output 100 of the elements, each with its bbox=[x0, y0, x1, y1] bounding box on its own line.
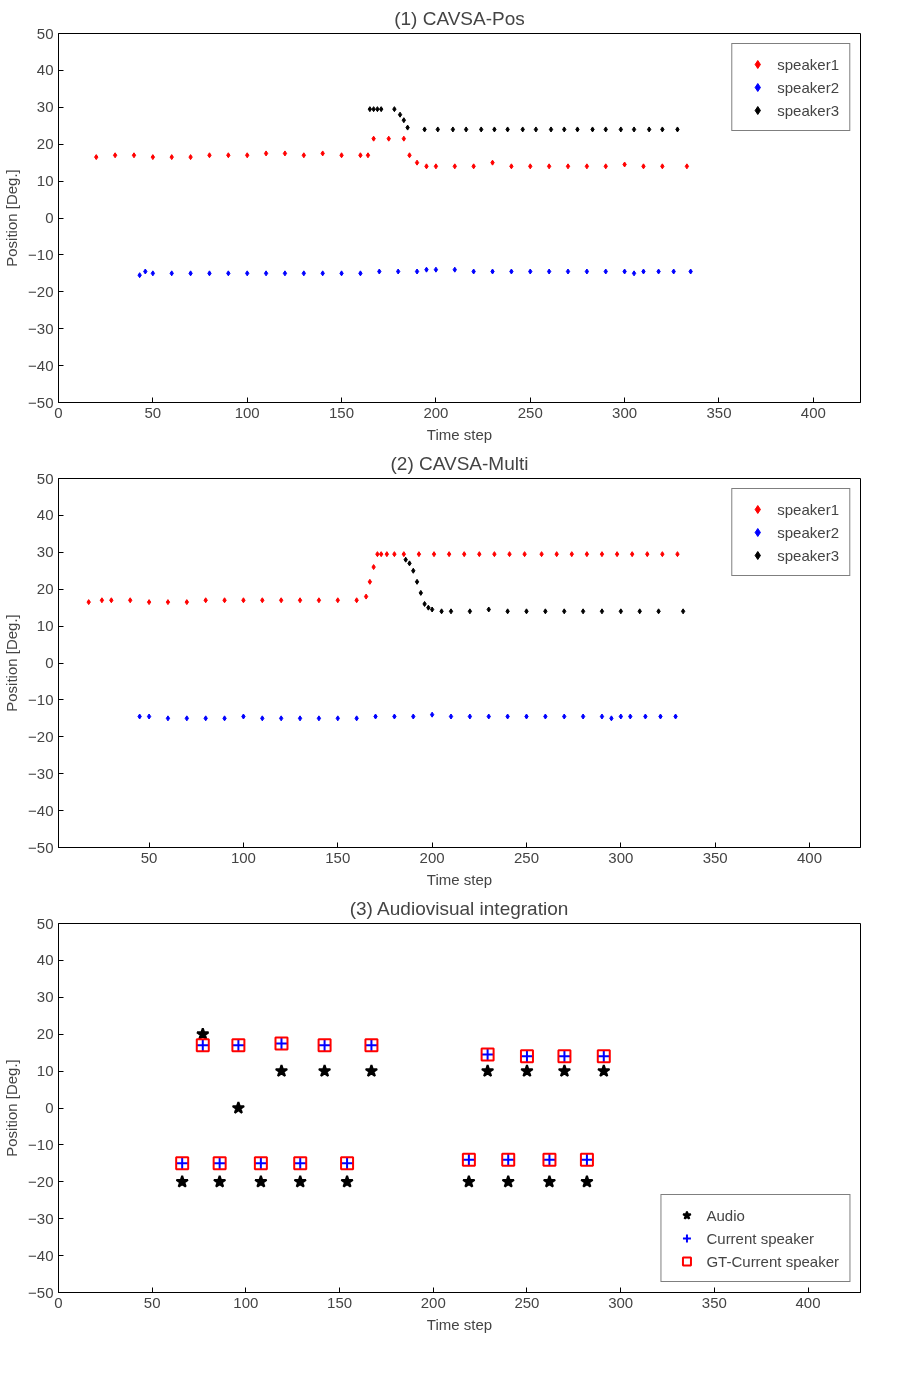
point bbox=[392, 106, 397, 113]
point bbox=[165, 599, 171, 606]
point bbox=[169, 270, 174, 277]
point bbox=[241, 597, 246, 604]
point bbox=[358, 270, 363, 277]
chart-title: (1) CAVSA-Pos bbox=[394, 7, 525, 29]
point bbox=[507, 551, 512, 558]
point bbox=[94, 154, 99, 161]
y-tick-label: 40 bbox=[36, 951, 54, 969]
point bbox=[212, 1174, 227, 1188]
point bbox=[335, 597, 340, 604]
point bbox=[524, 713, 529, 720]
y-tick-label: 0 bbox=[45, 1099, 54, 1116]
point bbox=[411, 713, 416, 720]
point bbox=[675, 551, 680, 558]
point bbox=[467, 608, 473, 615]
point bbox=[509, 163, 514, 170]
point bbox=[392, 713, 397, 720]
y-tick-label: 0 bbox=[45, 209, 54, 226]
x-tick-label: 100 bbox=[234, 403, 260, 421]
point bbox=[630, 551, 635, 558]
point bbox=[448, 608, 454, 615]
point bbox=[490, 159, 495, 166]
x-tick-label: 150 bbox=[325, 848, 351, 866]
point bbox=[301, 270, 306, 277]
x-axis-title: Time step bbox=[426, 425, 493, 443]
point bbox=[492, 126, 497, 133]
point bbox=[422, 600, 427, 607]
y-tick-label: 30 bbox=[36, 988, 54, 1006]
point bbox=[452, 163, 457, 170]
point bbox=[392, 551, 397, 558]
point bbox=[203, 597, 208, 604]
point bbox=[562, 126, 567, 133]
point bbox=[680, 608, 686, 615]
point bbox=[580, 1174, 594, 1188]
point bbox=[580, 713, 586, 720]
x-tick-label: 350 bbox=[701, 1293, 727, 1311]
x-tick-label: 100 bbox=[230, 848, 256, 866]
point bbox=[354, 597, 359, 604]
x-tick-label: 400 bbox=[797, 848, 823, 866]
x-tick-label: 300 bbox=[608, 848, 634, 866]
point bbox=[396, 268, 401, 275]
point bbox=[222, 715, 227, 722]
point bbox=[584, 551, 590, 558]
point bbox=[557, 1064, 572, 1077]
point bbox=[203, 715, 208, 722]
point bbox=[279, 715, 284, 722]
legend-label: GT-Current speaker bbox=[706, 1252, 839, 1270]
legend-label: speaker3 bbox=[777, 546, 839, 564]
point bbox=[433, 163, 439, 170]
point bbox=[446, 551, 452, 558]
point bbox=[431, 551, 437, 558]
point bbox=[439, 608, 444, 615]
legend-label: speaker2 bbox=[777, 523, 839, 541]
y-tick-label: −40 bbox=[28, 1246, 54, 1264]
y-tick-label: 40 bbox=[36, 506, 54, 524]
point bbox=[245, 270, 250, 277]
point bbox=[407, 152, 412, 159]
x-axis-title: Time step bbox=[426, 1315, 493, 1333]
point bbox=[263, 150, 269, 157]
point bbox=[543, 608, 548, 615]
legend-label: speaker1 bbox=[777, 55, 839, 73]
y-tick-label: 20 bbox=[36, 580, 54, 598]
x-tick-label: 350 bbox=[702, 848, 728, 866]
point bbox=[363, 593, 369, 600]
y-tick-label: −30 bbox=[28, 1209, 54, 1227]
point bbox=[128, 597, 133, 604]
x-tick-label: 250 bbox=[513, 848, 540, 866]
point bbox=[335, 715, 340, 722]
y-tick-label: −30 bbox=[28, 764, 54, 782]
x-tick-label: 200 bbox=[423, 403, 449, 421]
x-tick-label: 200 bbox=[420, 1293, 446, 1311]
point bbox=[426, 604, 431, 611]
point bbox=[584, 268, 590, 275]
point bbox=[528, 268, 533, 275]
point bbox=[462, 551, 467, 558]
point bbox=[554, 551, 559, 558]
y-tick-label: 50 bbox=[36, 24, 54, 42]
point bbox=[377, 268, 382, 275]
point bbox=[397, 111, 403, 118]
point bbox=[656, 268, 661, 275]
point bbox=[297, 715, 303, 722]
point bbox=[660, 551, 665, 558]
point bbox=[584, 163, 590, 170]
legend-label: Audio bbox=[706, 1206, 745, 1224]
x-tick-label: 50 bbox=[143, 1293, 161, 1311]
point bbox=[618, 713, 624, 720]
point bbox=[505, 713, 510, 720]
point bbox=[546, 268, 552, 275]
x-tick-label: 200 bbox=[419, 848, 445, 866]
y-tick-label: −20 bbox=[28, 1172, 54, 1190]
point bbox=[660, 163, 665, 170]
point bbox=[448, 713, 454, 720]
point bbox=[452, 266, 457, 273]
x-tick-label: 50 bbox=[140, 848, 158, 866]
point bbox=[684, 163, 690, 170]
point bbox=[340, 1174, 354, 1188]
point bbox=[618, 126, 624, 133]
point bbox=[279, 597, 284, 604]
y-tick-label: −30 bbox=[28, 319, 54, 337]
